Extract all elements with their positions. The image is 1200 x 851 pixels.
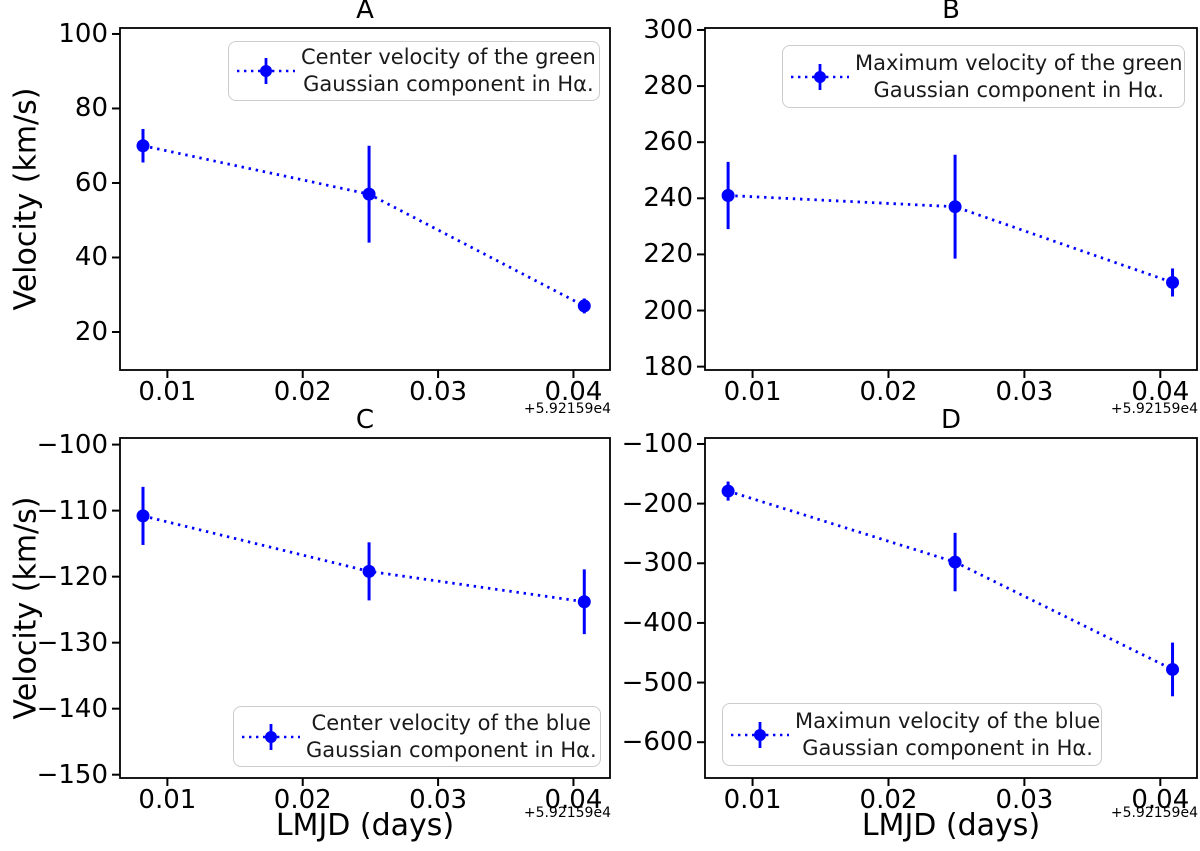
panel-d-x-axis-label: LMJD (days) <box>861 808 1041 843</box>
y-tick-label: 300 <box>643 14 693 45</box>
legend-line: Center velocity of the blue <box>311 710 592 735</box>
x-tick-label: 0.04 <box>544 377 603 407</box>
y-tick-label: 200 <box>643 295 693 326</box>
axes-frame <box>119 27 611 371</box>
panel-c-title: C <box>355 405 375 435</box>
legend-errorbar-marker-icon <box>789 54 851 100</box>
data-point-marker <box>1166 662 1180 676</box>
x-tick-label: 0.03 <box>409 377 468 407</box>
legend-line: Gaussian component in Hα. <box>802 735 1093 760</box>
data-point-marker <box>721 188 735 202</box>
panel-a-title: A <box>356 0 374 25</box>
legend-errorbar-marker-icon <box>729 712 791 758</box>
x-tick-label: 0.04 <box>1131 785 1190 815</box>
panel-c-y-axis-label: Velocity (km/s) <box>8 496 44 720</box>
x-tick-label: 0.01 <box>723 377 782 407</box>
x-tick-label: 0.01 <box>138 785 197 815</box>
y-tick-label: −100 <box>36 429 108 460</box>
data-point-marker <box>721 484 735 498</box>
panel-c-legend-text: Center velocity of the blue Gaussian com… <box>306 710 597 764</box>
x-tick-label: 0.04 <box>1131 377 1190 407</box>
axes-frame <box>704 437 1198 779</box>
legend-errorbar-marker-icon <box>235 48 297 94</box>
panel-a-legend: Center velocity of the green Gaussian co… <box>228 41 600 101</box>
axes-frame <box>119 437 611 779</box>
x-tick-label: 0.02 <box>859 377 918 407</box>
data-series-line <box>727 489 1174 671</box>
data-point-marker <box>1166 275 1180 289</box>
panel-d-legend-text: Maximun velocity of the blue Gaussian co… <box>795 708 1100 762</box>
data-point-marker <box>577 299 591 313</box>
legend-line: Center velocity of the green <box>301 45 596 69</box>
y-tick-label: −400 <box>621 607 693 638</box>
y-tick-label: 180 <box>643 351 693 382</box>
y-tick-label: 60 <box>74 167 108 198</box>
legend-line: Gaussian component in Hα. <box>303 72 594 96</box>
y-tick-label: 260 <box>643 127 693 158</box>
legend-errorbar-marker-icon <box>240 714 302 760</box>
x-tick-label: 0.03 <box>409 785 468 815</box>
legend-line: Gaussian component in Hα. <box>306 737 597 762</box>
data-series-line <box>142 514 585 604</box>
y-tick-label: −120 <box>36 561 108 592</box>
data-point-marker <box>362 187 376 201</box>
y-tick-label: 80 <box>74 93 108 124</box>
y-tick-label: 220 <box>643 239 693 270</box>
panel-a-legend-text: Center velocity of the green Gaussian co… <box>301 44 596 98</box>
data-point-marker <box>577 595 591 609</box>
y-tick-label: −130 <box>36 627 108 658</box>
panel-d-legend: Maximun velocity of the blue Gaussian co… <box>722 703 1102 766</box>
panel-b-x-offset: +5.92159e4 <box>1110 401 1198 417</box>
y-tick-label: −100 <box>621 428 693 459</box>
panel-a-x-offset: +5.92159e4 <box>523 401 611 417</box>
y-tick-label: −600 <box>621 727 693 758</box>
x-tick-label: 0.03 <box>995 377 1054 407</box>
y-tick-label: −110 <box>36 495 108 526</box>
panel-b-legend: Maximum velocity of the green Gaussian c… <box>782 45 1185 108</box>
y-tick-label: 40 <box>74 242 108 273</box>
y-tick-label: −300 <box>621 548 693 579</box>
y-tick-label: 280 <box>643 71 693 102</box>
y-tick-label: 240 <box>643 183 693 214</box>
y-tick-label: −150 <box>36 759 108 790</box>
x-tick-label: 0.02 <box>273 785 332 815</box>
x-tick-label: 0.02 <box>273 377 332 407</box>
data-point-marker <box>948 200 962 214</box>
panel-b-legend-text: Maximum velocity of the green Gaussian c… <box>855 50 1183 104</box>
panel-c-x-axis-label: LMJD (days) <box>275 808 455 843</box>
data-series-line <box>142 144 585 308</box>
x-tick-label: 0.03 <box>995 785 1054 815</box>
x-tick-label: 0.02 <box>859 785 918 815</box>
y-tick-label: 20 <box>74 317 108 347</box>
panel-b-title: B <box>942 0 960 25</box>
data-point-marker <box>362 564 376 578</box>
x-tick-label: 0.04 <box>544 785 603 815</box>
legend-line: Maximum velocity of the green <box>855 50 1183 75</box>
data-point-marker <box>948 555 962 569</box>
data-point-marker <box>136 509 150 523</box>
panel-c-legend: Center velocity of the blue Gaussian com… <box>233 706 601 767</box>
panel-d-x-offset: +5.92159e4 <box>1110 805 1198 821</box>
data-point-marker <box>136 139 150 153</box>
legend-line: Maximun velocity of the blue <box>795 708 1101 733</box>
panel-a-y-axis-label: Velocity (km/s) <box>8 87 44 311</box>
y-tick-label: 100 <box>58 18 108 49</box>
y-tick-label: −140 <box>36 693 108 724</box>
x-tick-label: 0.01 <box>723 785 782 815</box>
y-tick-label: −200 <box>621 488 693 519</box>
panel-c-x-offset: +5.92159e4 <box>523 805 611 821</box>
panel-d-title: D <box>940 405 962 435</box>
x-tick-label: 0.01 <box>138 377 197 407</box>
y-tick-label: −500 <box>621 667 693 698</box>
legend-line: Gaussian component in Hα. <box>873 77 1165 102</box>
